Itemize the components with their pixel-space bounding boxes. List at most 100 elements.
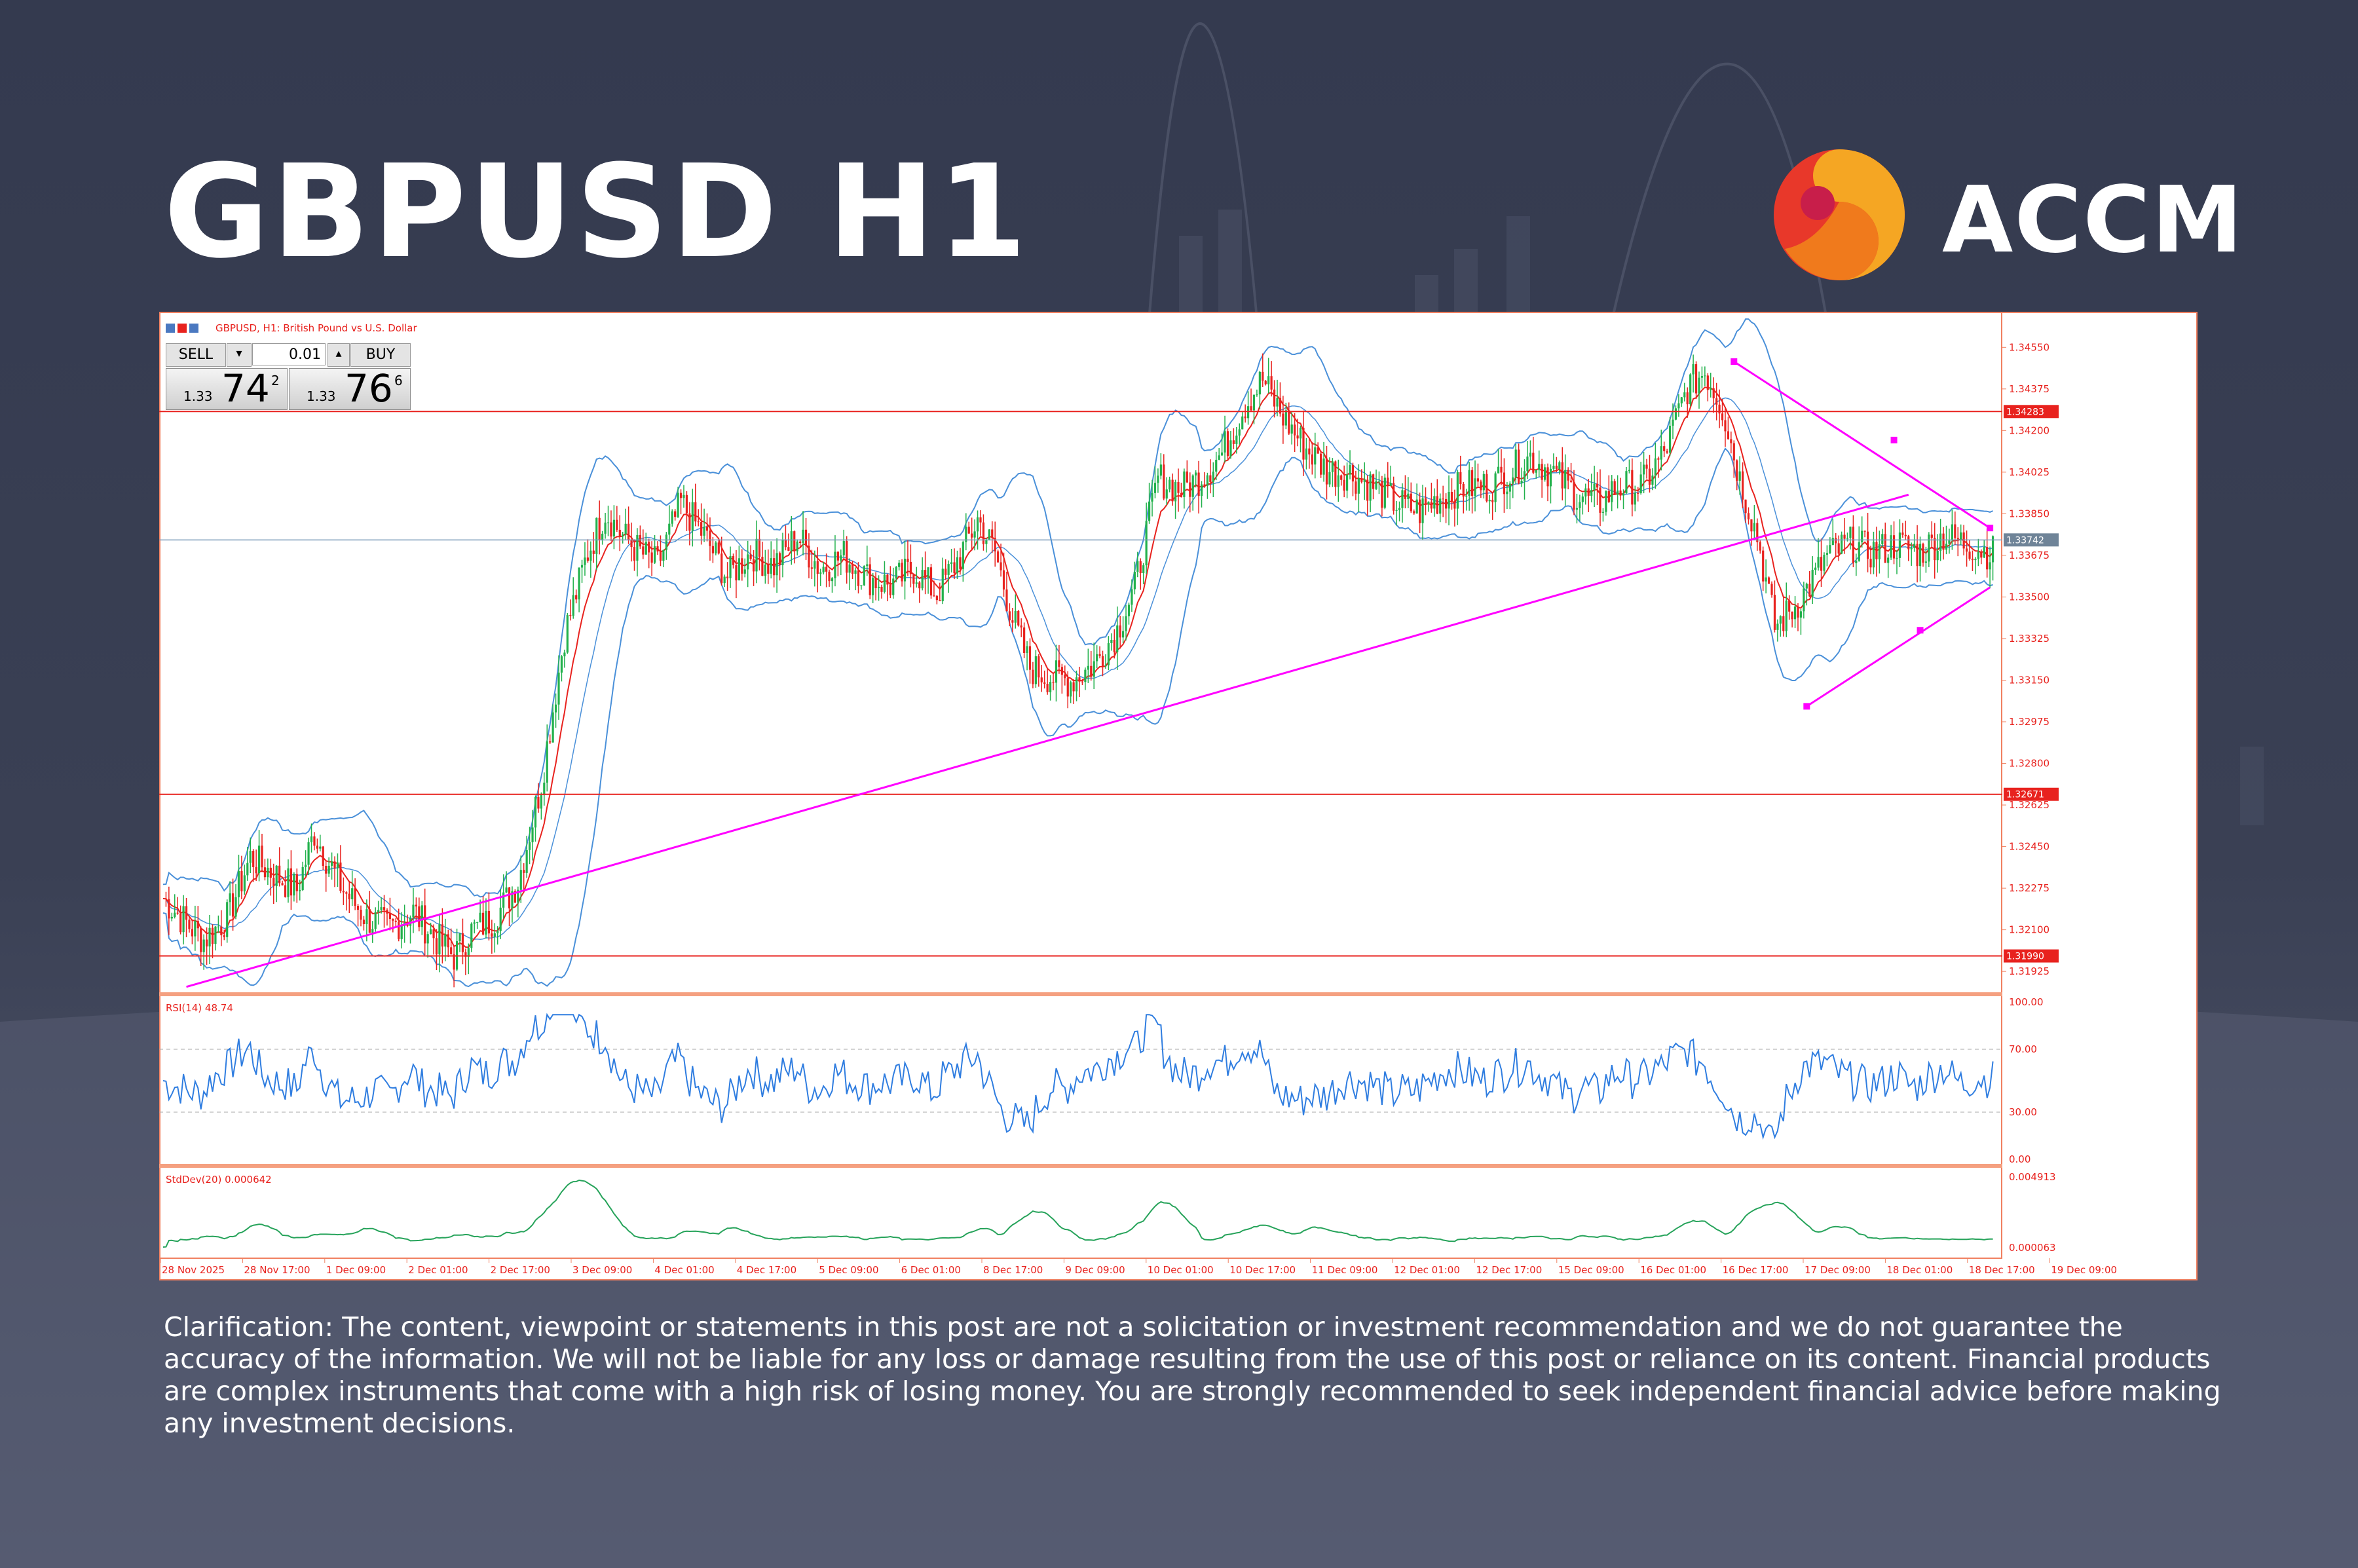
candle-body [325, 865, 328, 874]
candle-body [1866, 531, 1869, 559]
trendline-anchor [1803, 703, 1810, 710]
candle-body [351, 888, 354, 900]
candle-body [648, 542, 650, 553]
candle-body [1939, 533, 1942, 551]
candle-body [208, 927, 211, 947]
candle-body [659, 551, 662, 561]
candle-body [170, 916, 173, 919]
candle-body [371, 929, 374, 933]
candle-body [1613, 481, 1616, 495]
trendline-anchor [1890, 436, 1898, 443]
candle-body [1770, 584, 1773, 595]
candle-body [214, 926, 217, 944]
sell-button[interactable]: SELL [166, 343, 226, 367]
candle-body [945, 569, 947, 575]
candle-body [552, 712, 554, 743]
candle-body [1579, 502, 1581, 508]
candle-body [1704, 375, 1706, 377]
candle-body [319, 846, 322, 849]
candle-body [529, 842, 531, 850]
chart-panel: GBPUSD, H1: British Pound vs U.S. Dollar… [159, 312, 2198, 1280]
candle-body [1343, 479, 1345, 491]
candle-body [328, 865, 330, 874]
candle-body [1898, 532, 1901, 558]
candle-body [1206, 475, 1209, 486]
candle-body [295, 874, 298, 891]
x-tick-label: 8 Dec 17:00 [983, 1264, 1043, 1276]
lot-increase-button[interactable]: ▴ [328, 343, 350, 367]
candle-body [869, 564, 871, 595]
candle-body [1896, 557, 1898, 559]
candle-body [1727, 431, 1730, 439]
candle-body [1538, 464, 1541, 470]
level-tag [2004, 787, 2059, 801]
candle-body [1177, 482, 1180, 493]
stddev-separator [159, 1164, 2002, 1168]
ask-price-box[interactable]: 1.33 76 6 [289, 366, 411, 411]
candle-body [622, 534, 624, 536]
candle-body [1349, 465, 1351, 475]
candle-body [1290, 424, 1293, 434]
candle-body [1302, 428, 1305, 460]
candle-body [432, 929, 435, 939]
candle-body [301, 867, 304, 890]
candle-body [1823, 555, 1825, 571]
candle-body [540, 795, 542, 809]
candle-body [191, 929, 194, 937]
candle-body [886, 574, 889, 585]
candle-body [1337, 475, 1339, 487]
candle-body [1459, 472, 1462, 484]
x-tick-label: 2 Dec 01:00 [408, 1264, 468, 1276]
candle-body [560, 656, 563, 673]
candle-body [924, 570, 927, 578]
candle-body [1186, 471, 1188, 483]
candle-body [278, 865, 281, 884]
candle-body [892, 578, 895, 595]
lot-decrease-button[interactable]: ▾ [227, 343, 252, 367]
bid-price-box[interactable]: 1.33 74 2 [166, 366, 288, 411]
candle-body [1450, 492, 1453, 502]
candle-body [773, 558, 776, 576]
candle-body [1203, 484, 1206, 486]
candle-body [1965, 548, 1968, 552]
x-tick-label: 12 Dec 17:00 [1476, 1264, 1542, 1276]
candle-body [997, 551, 1000, 563]
candle-body [854, 570, 857, 574]
candle-body [1872, 542, 1875, 568]
candle-body [598, 517, 601, 540]
candle-body [668, 523, 671, 535]
rsi-caption: RSI(14) 48.74 [166, 1002, 233, 1014]
x-tick-label: 1 Dec 09:00 [326, 1264, 386, 1276]
candle-body [383, 907, 386, 910]
candle-body [1986, 547, 1989, 570]
candle-body [831, 578, 834, 582]
candle-body [604, 522, 607, 534]
candle-body [499, 907, 502, 931]
rsi-tick-label: 70.00 [2009, 1043, 2037, 1055]
candle-body [1791, 611, 1793, 620]
candle-body [927, 567, 929, 578]
candle-body [743, 569, 746, 574]
candle-body [246, 863, 249, 876]
candle-body [1797, 606, 1799, 618]
candle-body [1043, 682, 1046, 684]
candle-body [1372, 474, 1375, 489]
buy-button[interactable]: BUY [350, 343, 411, 367]
candle-body [1034, 656, 1037, 684]
candle-body [1645, 464, 1648, 469]
candle-body [671, 511, 673, 524]
candle-body [1127, 605, 1131, 616]
lot-size-input[interactable]: 0.01 [252, 343, 326, 365]
y-tick-label: 1.33150 [2009, 674, 2049, 686]
candle-body [1730, 439, 1732, 443]
candle-body [1090, 665, 1093, 677]
candle-body [1038, 656, 1040, 678]
candle-body [1680, 397, 1683, 403]
candle-body [1782, 616, 1785, 631]
candle-body [1355, 481, 1357, 494]
y-tick-label: 1.32800 [2009, 758, 2049, 770]
candle-body [310, 836, 313, 842]
candle-body [1599, 487, 1601, 513]
x-tick-label: 16 Dec 17:00 [1723, 1264, 1789, 1276]
candle-body [1849, 527, 1852, 538]
